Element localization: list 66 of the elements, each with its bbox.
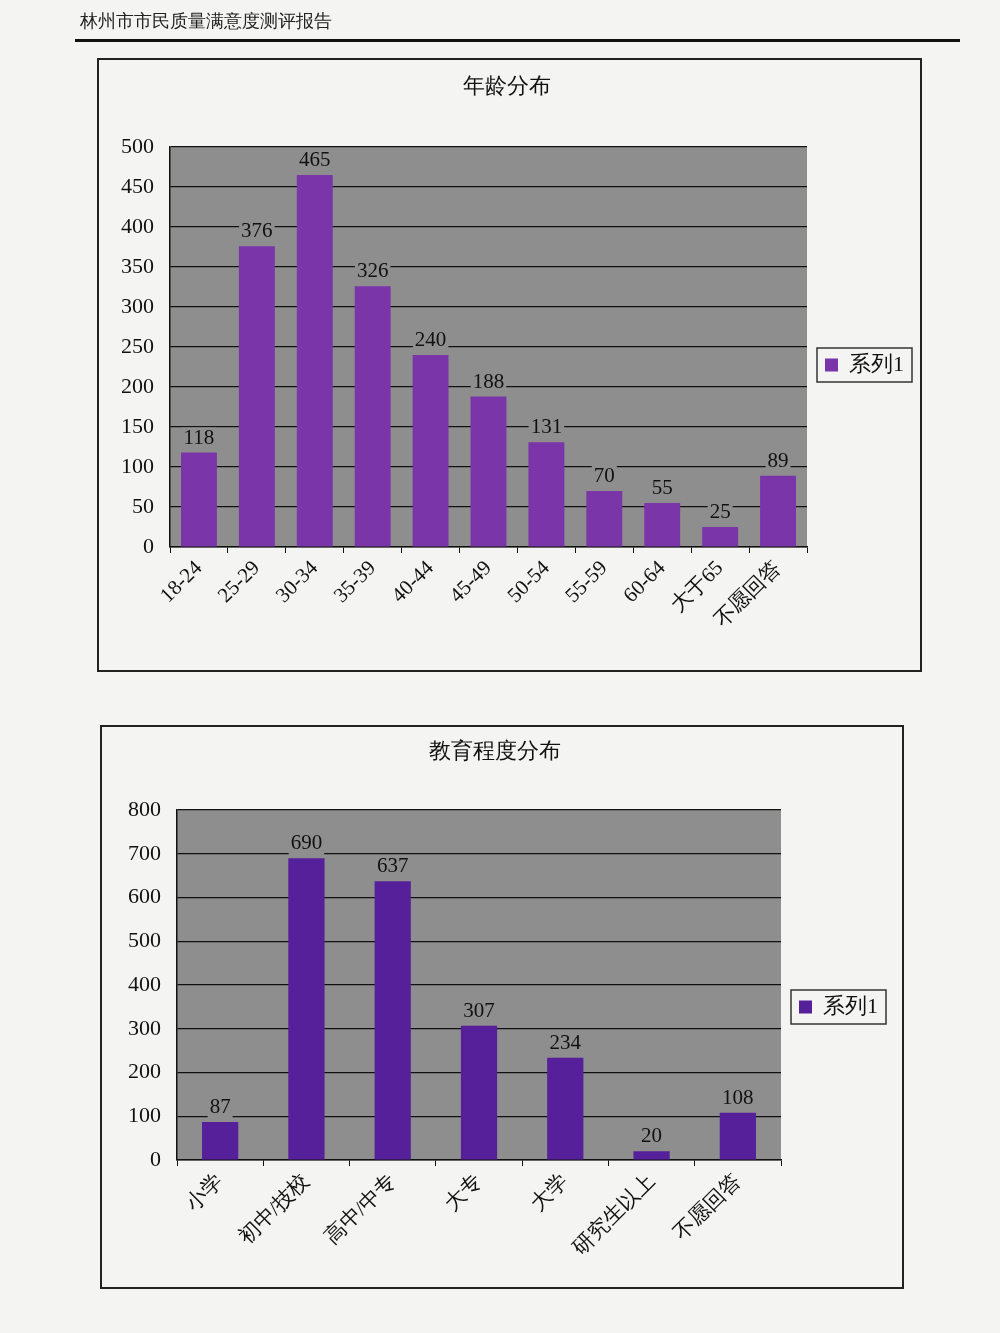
y-tick-label: 600 [128, 883, 161, 909]
x-tick-label: 小学 [180, 1168, 228, 1216]
data-label: 465 [299, 147, 331, 172]
x-tick-label: 高中/中专 [319, 1168, 401, 1249]
data-label: 326 [356, 258, 389, 283]
bar [202, 1121, 239, 1160]
y-tick-label: 0 [143, 532, 154, 558]
y-tick-label: 500 [128, 927, 161, 953]
y-tick-label: 100 [121, 452, 154, 478]
x-tick-label: 大专 [439, 1168, 487, 1216]
bar [719, 1112, 756, 1160]
bar [528, 442, 565, 547]
y-tick-label: 0 [150, 1145, 161, 1171]
bar [288, 858, 325, 1160]
x-tick-label: 初中/技校 [233, 1168, 314, 1249]
y-tick-label: 800 [128, 795, 161, 821]
bar [296, 175, 333, 547]
y-tick-label: 300 [128, 1014, 161, 1040]
y-tick-label: 250 [121, 332, 154, 358]
bar [470, 396, 507, 547]
y-tick-label: 350 [121, 252, 154, 278]
chart-title: 教育程度分布 [429, 737, 561, 763]
y-tick-label: 300 [121, 292, 154, 318]
data-label: 234 [549, 1029, 582, 1054]
y-tick-label: 100 [128, 1102, 161, 1128]
y-tick-label: 700 [128, 839, 161, 865]
data-label: 20 [641, 1123, 663, 1148]
data-label: 108 [722, 1084, 754, 1109]
data-label: 87 [209, 1093, 231, 1118]
bar [238, 246, 275, 547]
y-tick-label: 400 [121, 212, 154, 238]
data-label: 70 [593, 463, 615, 488]
data-label: 55 [651, 475, 673, 500]
bar [547, 1057, 584, 1160]
bar [760, 475, 796, 547]
data-label: 307 [463, 997, 495, 1022]
bar [460, 1025, 498, 1160]
bar [181, 452, 217, 547]
chart-title: 年龄分布 [462, 72, 551, 98]
data-label: 376 [241, 218, 273, 243]
bar [374, 881, 411, 1160]
y-tick-label: 450 [121, 172, 154, 198]
y-tick-label: 400 [128, 970, 161, 996]
bar [633, 1151, 670, 1160]
data-label: 118 [183, 424, 215, 449]
legend-label: 系列1 [849, 350, 904, 376]
bar [412, 355, 449, 547]
legend-label: 系列1 [823, 992, 878, 1018]
x-tick-label: 不愿回答 [668, 1168, 746, 1245]
y-tick-label: 150 [121, 412, 154, 438]
text: 林州市市民质量满意度测评报告 [75, 6, 960, 42]
data-label: 240 [414, 327, 447, 352]
data-label: 25 [709, 499, 731, 524]
bar [586, 491, 623, 547]
data-label: 89 [767, 447, 789, 472]
bar [354, 286, 391, 547]
data-label: 131 [530, 414, 563, 439]
y-tick-label: 500 [121, 132, 154, 158]
data-label: 637 [376, 853, 409, 878]
data-label: 690 [290, 830, 323, 855]
y-tick-label: 200 [121, 372, 154, 398]
bar [702, 527, 739, 547]
bar [644, 503, 681, 547]
y-tick-label: 200 [128, 1058, 161, 1084]
y-tick-label: 50 [132, 492, 154, 518]
data-label: 188 [472, 368, 505, 393]
